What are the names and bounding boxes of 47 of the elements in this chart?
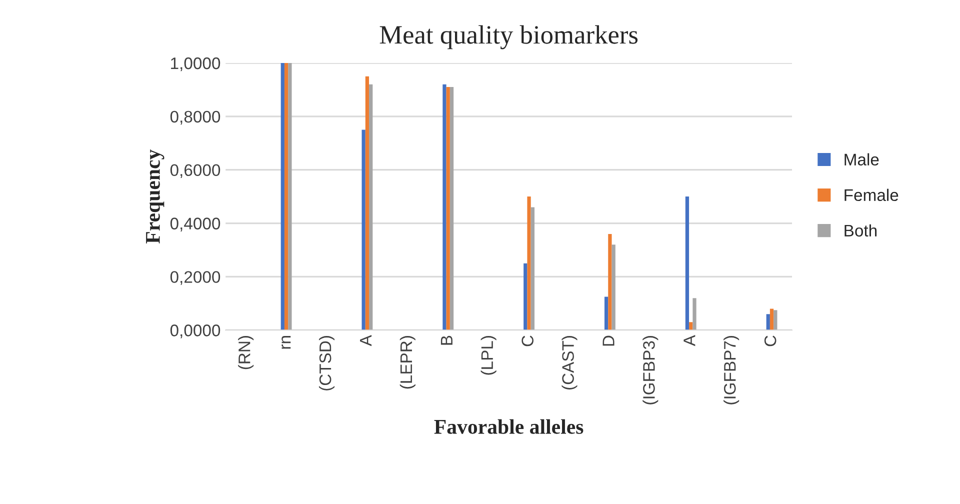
y-tick-label: 0,2000 (170, 271, 220, 285)
bar (608, 234, 612, 330)
x-tick-label: C (522, 336, 534, 346)
bar (284, 63, 288, 330)
bar (612, 244, 616, 330)
legend-label: Female (844, 188, 898, 202)
bar (442, 84, 446, 330)
x-tick-label: (IGFBP3) (642, 336, 658, 404)
legend-label: Both (844, 224, 877, 237)
bar (446, 87, 450, 330)
y-tick-label: 0,4000 (170, 218, 220, 232)
x-tick-label: A (684, 335, 696, 346)
x-tick-label: (CAST) (562, 336, 578, 390)
chart-title: Meat quality biomarkers (380, 25, 638, 50)
y-tick-label: 0,0000 (170, 324, 220, 338)
x-tick-label: A (360, 335, 372, 346)
y-tick-label: 1,0000 (171, 57, 220, 72)
x-tick-label: (IGFBP7) (724, 336, 740, 404)
legend-label: Male (844, 153, 879, 166)
bar (450, 87, 454, 330)
y-tick-label: 0,6000 (170, 164, 220, 178)
bar (685, 196, 690, 330)
bar (530, 207, 534, 330)
bar (774, 310, 778, 330)
x-tick-label: C (764, 336, 776, 346)
x-tick-label: (LEPR) (400, 336, 416, 389)
bar (365, 76, 370, 330)
bar (280, 63, 284, 330)
x-tick-label: B (440, 336, 452, 345)
bar (766, 314, 770, 330)
x-tick-label: D (602, 336, 614, 346)
x-tick-label: (CTSD) (318, 336, 335, 390)
x-tick-label: (RN) (238, 336, 254, 370)
bar (527, 196, 531, 330)
x-tick-label: (LPL) (480, 336, 496, 375)
bar (288, 63, 292, 330)
bar (362, 130, 366, 330)
bar (604, 296, 608, 330)
bar (524, 263, 528, 330)
bar (689, 322, 693, 330)
y-axis-title: Frequency (146, 150, 164, 244)
x-tick-label: rn (282, 336, 291, 349)
bar (770, 308, 774, 330)
bar (369, 84, 373, 330)
bar (692, 298, 696, 330)
x-axis-title: Favorable alleles (434, 419, 584, 434)
y-tick-label: 0,8000 (170, 110, 220, 125)
